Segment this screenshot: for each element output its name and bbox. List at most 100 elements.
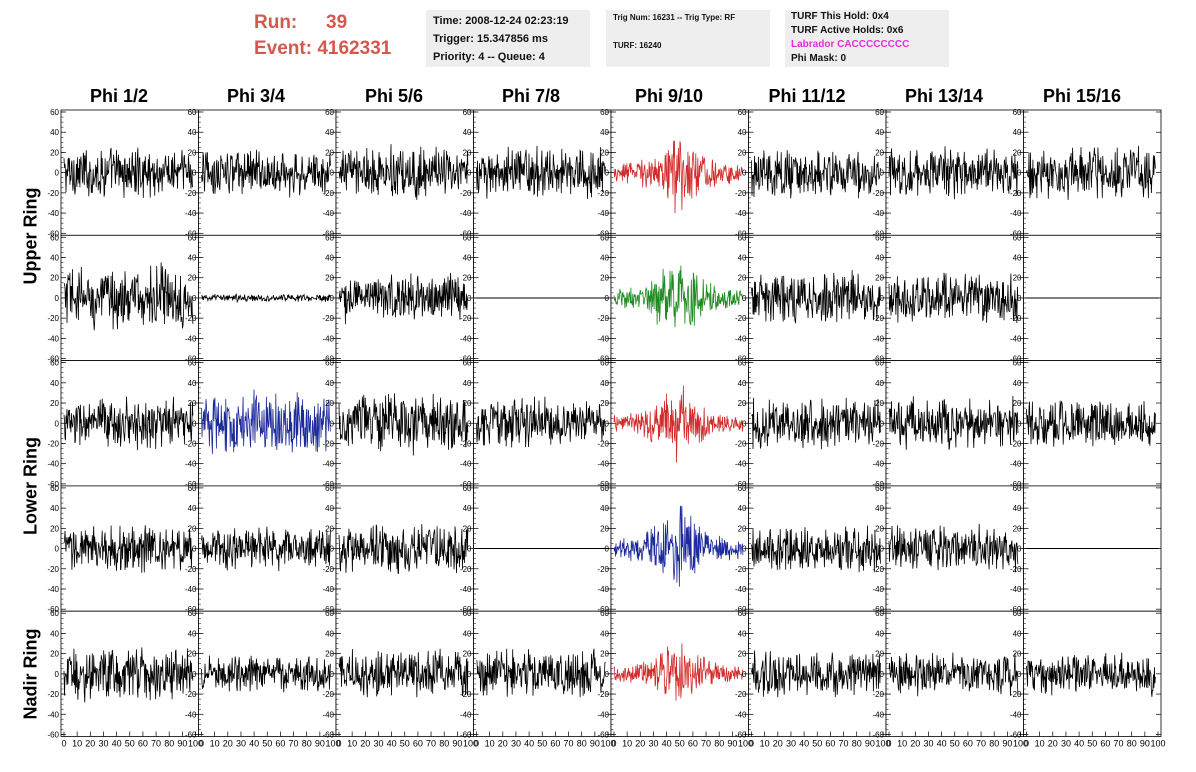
y-tick-label: -20 <box>47 314 59 323</box>
y-tick-label: -20 <box>735 690 747 699</box>
y-tick-label: -40 <box>1010 209 1022 218</box>
col-header-phi-3-4: Phi 3/4 <box>226 86 286 106</box>
y-tick-label: -40 <box>597 710 609 719</box>
trig-num-text: Trig Num: 16231 -- Trig Type: RF <box>613 13 736 22</box>
x-tick-label: 60 <box>413 739 423 749</box>
y-tick-label: 40 <box>875 254 884 263</box>
y-tick-label: 60 <box>325 108 334 117</box>
y-tick-label: -60 <box>872 605 884 614</box>
y-tick-label: -20 <box>322 314 334 323</box>
y-tick-label: -60 <box>872 355 884 364</box>
x-tick-label: 60 <box>550 739 560 749</box>
y-tick-label: 60 <box>188 359 197 368</box>
x-tick-label: 10 <box>347 739 357 749</box>
waveform-trace <box>338 393 469 456</box>
y-tick-label: -60 <box>597 605 609 614</box>
y-tick-label: -60 <box>735 605 747 614</box>
y-tick-label: -20 <box>597 189 609 198</box>
waveform-trace <box>63 647 194 703</box>
y-tick-label: 40 <box>463 254 472 263</box>
y-tick-label: -20 <box>597 565 609 574</box>
waveform-trace <box>63 525 194 573</box>
x-tick-label: 20 <box>910 739 920 749</box>
col-header-phi-7-8: Phi 7/8 <box>501 86 561 106</box>
y-tick-label: -20 <box>460 439 472 448</box>
y-tick-label: 40 <box>738 254 747 263</box>
y-tick-label: 20 <box>325 650 334 659</box>
y-tick-label: -20 <box>597 439 609 448</box>
y-tick-label: -40 <box>185 585 197 594</box>
y-tick-label: -40 <box>872 585 884 594</box>
x-tick-label: 10 <box>760 739 770 749</box>
y-tick-label: 20 <box>738 274 747 283</box>
x-tick-label: 80 <box>852 739 862 749</box>
y-tick-label: 60 <box>738 359 747 368</box>
waveform-trace <box>476 396 606 448</box>
y-tick-label: 60 <box>325 484 334 493</box>
y-tick-label: 40 <box>325 379 334 388</box>
y-tick-label: 40 <box>463 379 472 388</box>
y-tick-label: 0 <box>467 670 472 679</box>
y-tick-label: -40 <box>460 209 472 218</box>
y-tick-label: -20 <box>872 314 884 323</box>
x-tick-label: 70 <box>426 739 436 749</box>
y-tick-label: 60 <box>738 233 747 242</box>
y-tick-label: -40 <box>460 334 472 343</box>
waveform-trace <box>613 385 744 463</box>
y-tick-label: -40 <box>322 460 334 469</box>
x-tick-label: 100 <box>1150 739 1165 749</box>
trigger-text: Trigger: 15.347856 ms <box>433 33 548 45</box>
x-tick-label: 20 <box>360 739 370 749</box>
x-tick-label: 70 <box>564 739 574 749</box>
x-tick-label: 30 <box>236 739 246 749</box>
y-tick-label: 60 <box>188 484 197 493</box>
x-tick-label: 90 <box>1140 739 1150 749</box>
y-tick-label: -40 <box>322 710 334 719</box>
waveform-trace <box>63 147 194 198</box>
turf-this-hold-text: TURF This Hold: 0x4 <box>791 11 889 22</box>
x-tick-label: 40 <box>249 739 259 749</box>
x-tick-label: 30 <box>648 739 658 749</box>
y-tick-label: 40 <box>600 128 609 137</box>
x-tick-label: 70 <box>151 739 161 749</box>
y-tick-label: 0 <box>880 670 885 679</box>
y-tick-label: 20 <box>188 524 197 533</box>
x-tick-label: 10 <box>622 739 632 749</box>
y-tick-label: 20 <box>463 399 472 408</box>
x-tick-label: 10 <box>485 739 495 749</box>
run-event-box: Run: 39 Event: 4162331 <box>254 10 391 62</box>
waveform-trace <box>1026 145 1156 201</box>
waveform-trace <box>613 505 744 587</box>
y-tick-label: 0 <box>880 294 885 303</box>
y-tick-label: -40 <box>47 585 59 594</box>
y-tick-label: 60 <box>875 108 884 117</box>
x-tick-label: 30 <box>1061 739 1071 749</box>
y-tick-label: 40 <box>875 504 884 513</box>
x-tick-label: 30 <box>373 739 383 749</box>
x-tick-label: 50 <box>812 739 822 749</box>
y-tick-label: -40 <box>185 334 197 343</box>
y-tick-label: 0 <box>192 294 197 303</box>
y-tick-label: 40 <box>738 128 747 137</box>
y-tick-label: 60 <box>738 108 747 117</box>
y-tick-label: 60 <box>738 609 747 618</box>
y-tick-label: 20 <box>188 399 197 408</box>
phi-mask-text: Phi Mask: 0 <box>791 53 847 64</box>
y-tick-label: -60 <box>47 229 59 238</box>
y-tick-label: 20 <box>738 524 747 533</box>
y-tick-label: -60 <box>735 480 747 489</box>
y-tick-label: 0 <box>330 169 335 178</box>
y-tick-label: 0 <box>55 670 60 679</box>
x-tick-label: 40 <box>799 739 809 749</box>
y-tick-label: -20 <box>735 314 747 323</box>
y-tick-label: 20 <box>325 399 334 408</box>
y-tick-label: -40 <box>735 460 747 469</box>
y-tick-label: 40 <box>325 254 334 263</box>
x-tick-label: 50 <box>400 739 410 749</box>
x-tick-label: 20 <box>773 739 783 749</box>
y-tick-label: 60 <box>1013 108 1022 117</box>
y-tick-label: -60 <box>735 355 747 364</box>
x-tick-label: 50 <box>262 739 272 749</box>
x-tick-label: 80 <box>1127 739 1137 749</box>
y-tick-label: -20 <box>597 690 609 699</box>
